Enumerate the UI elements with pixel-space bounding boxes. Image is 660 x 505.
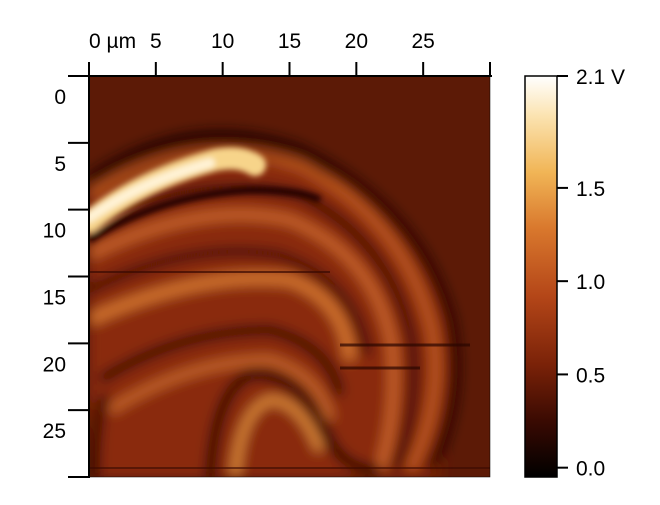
x-tick-group: 0 µm 5 10 15 20 25 <box>88 30 491 76</box>
colorbar-gradient <box>524 75 558 478</box>
y-tick-label: 25 <box>43 420 66 443</box>
colorbar-tick-label: 1.0 <box>576 271 605 294</box>
x-tick-label: 5 <box>150 30 162 53</box>
x-tick-label: 25 <box>411 30 434 53</box>
y-tick-label: 10 <box>43 220 66 243</box>
x-tick-label: 0 µm <box>89 30 136 53</box>
y-tick-group: 0 5 10 15 20 25 <box>43 75 89 478</box>
y-tick-label: 5 <box>54 153 66 176</box>
dark-under-band <box>89 186 322 243</box>
left-dark-column <box>90 393 110 477</box>
y-tick-label: 20 <box>43 353 66 376</box>
y-tick-label: 0 <box>54 86 66 109</box>
colorbar-tick-label: 2.1 V <box>576 66 625 89</box>
arc-outer-bright <box>89 148 440 473</box>
colorbar: 0.0 0.5 1.0 1.5 2.1 V <box>524 66 625 481</box>
swirl-dark <box>205 369 381 477</box>
colorbar-tick-label: 1.5 <box>576 178 605 201</box>
arc-outer-dark <box>89 130 460 473</box>
arc-bright-3 <box>89 272 356 361</box>
x-tick-label: 10 <box>211 30 234 53</box>
colorbar-tick-label: 0.0 <box>576 458 605 481</box>
arc-dark-3 <box>89 247 372 356</box>
x-axis: 0 µm 5 10 15 20 25 <box>68 30 492 77</box>
y-axis: 0 5 10 15 20 25 <box>43 75 90 478</box>
bright-band-core <box>89 158 215 223</box>
colorbar-tick-group: 0.0 0.5 1.0 1.5 2.1 V <box>557 66 625 481</box>
arc-bright-4 <box>107 355 335 422</box>
swirl-bright <box>231 395 324 477</box>
heatmap-image <box>89 76 490 477</box>
x-tick-label: 15 <box>278 30 301 53</box>
colorbar-tick-label: 0.5 <box>576 364 605 387</box>
x-tick-label: 20 <box>345 30 368 53</box>
arc-dark-4 <box>97 325 345 397</box>
y-tick-label: 15 <box>43 287 66 310</box>
arc-dark-2 <box>89 183 418 472</box>
arc-bright-2 <box>89 209 399 472</box>
